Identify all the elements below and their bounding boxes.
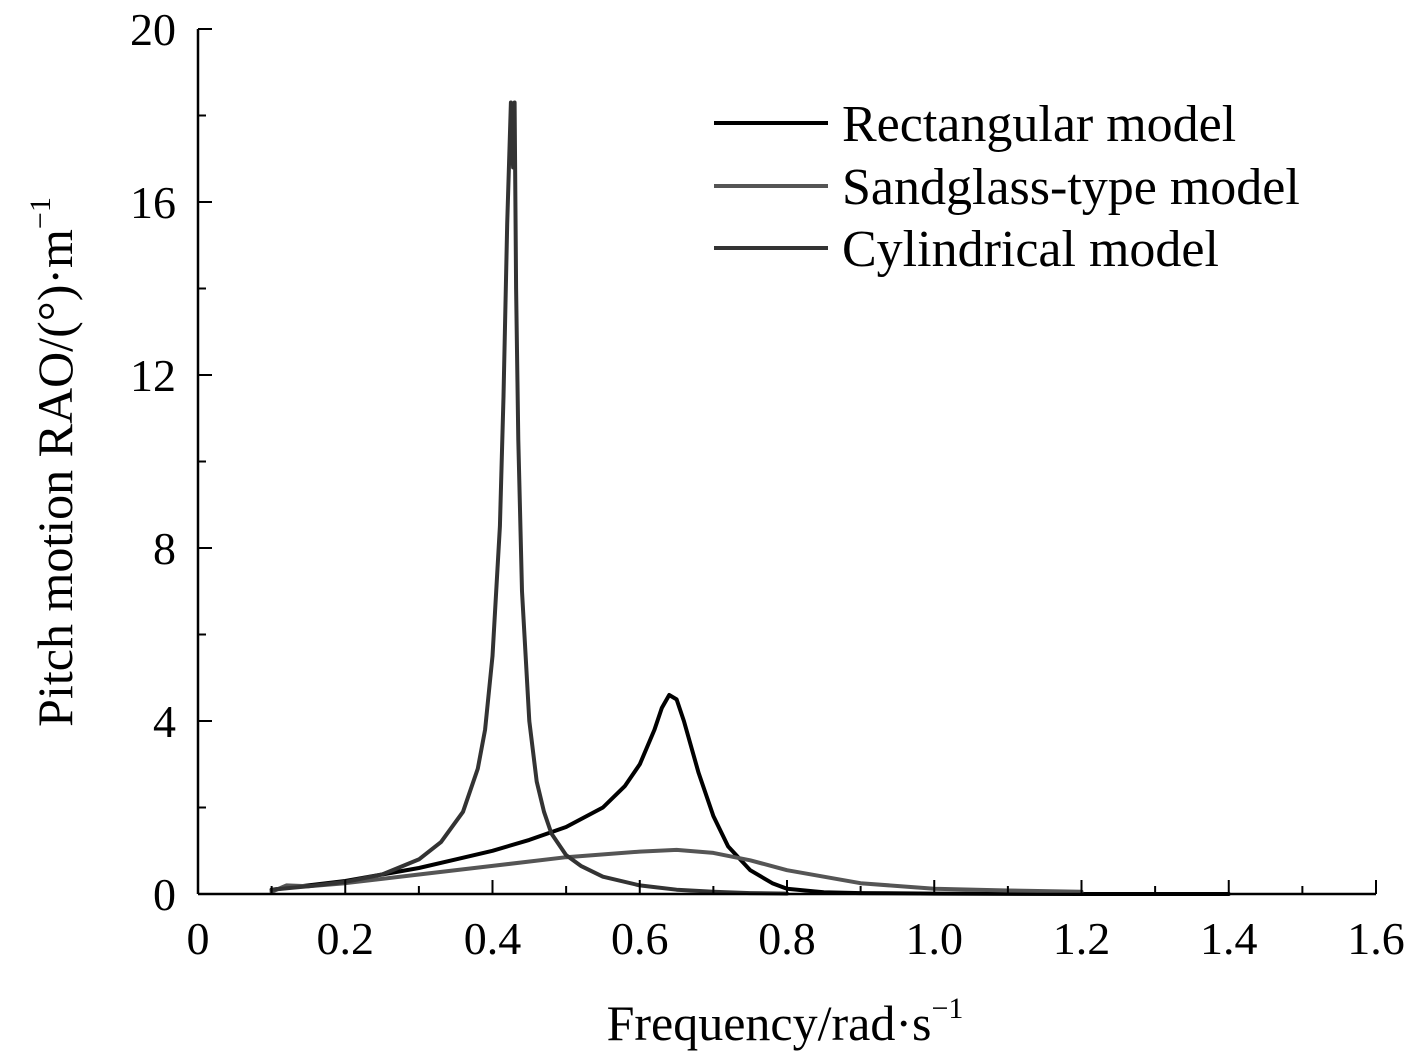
y-axis-title-sup: −1 (24, 197, 57, 229)
axes-layer: 0 0.2 0.4 0.6 0.8 1.0 1.2 1.4 1.6 0 4 8 12 16 20 (130, 4, 1405, 964)
y-tick-label: 20 (130, 4, 176, 55)
x-axis-title-text: Frequency/rad·s (607, 995, 932, 1051)
legend-label-rectangular: Rectangular model (842, 96, 1236, 153)
x-tick-label: 0.6 (611, 913, 669, 964)
legend-label-cylindrical: Cylindrical model (842, 221, 1219, 278)
legend: Rectangular model Sandglass-type model C… (714, 96, 1300, 278)
series-layer (269, 100, 1231, 896)
x-tick-label: 1.6 (1347, 913, 1405, 964)
y-tick-label: 8 (153, 523, 176, 574)
x-tick-label: 1.4 (1200, 913, 1258, 964)
y-tick-label: 4 (153, 696, 176, 747)
plot-area: 0 0.2 0.4 0.6 0.8 1.0 1.2 1.4 1.6 0 4 8 12 16 20 (130, 4, 1405, 964)
x-tick-label: 0 (187, 913, 210, 964)
legend-entry-sandglass: Sandglass-type model (714, 159, 1300, 216)
y-tick-label: 12 (130, 350, 176, 401)
x-axis-title: Frequency/rad·s−1 (607, 992, 964, 1051)
x-tick-label: 0.8 (758, 913, 816, 964)
x-tick-label: 1.0 (906, 913, 964, 964)
legend-entry-rectangular: Rectangular model (714, 96, 1236, 153)
y-axis-title: Pitch motion RAO/(°)·m−1 (24, 197, 83, 727)
x-tick-label: 0.2 (317, 913, 375, 964)
series-cylindrical-line (269, 100, 789, 896)
y-axis-title-text: Pitch motion RAO/(°)·m (27, 229, 83, 727)
legend-label-sandglass: Sandglass-type model (842, 159, 1300, 216)
y-tick-label: 16 (130, 177, 176, 228)
x-tick-label: 1.2 (1053, 913, 1111, 964)
series-rectangular-line (269, 693, 1231, 896)
legend-entry-cylindrical: Cylindrical model (714, 221, 1219, 278)
y-tick-label: 0 (153, 869, 176, 920)
x-tick-label: 0.4 (464, 913, 522, 964)
x-axis-title-sup: −1 (931, 992, 963, 1025)
